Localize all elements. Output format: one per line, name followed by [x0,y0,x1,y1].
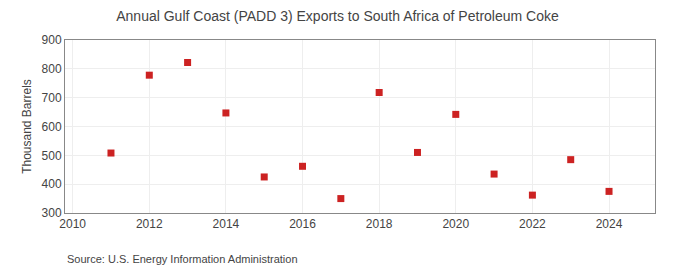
svg-text:800: 800 [42,62,62,76]
svg-text:Thousand Barrels: Thousand Barrels [20,79,34,174]
svg-text:400: 400 [42,177,62,191]
svg-text:500: 500 [42,149,62,163]
svg-text:300: 300 [42,206,62,220]
svg-text:2020: 2020 [442,217,469,231]
svg-text:900: 900 [42,33,62,47]
svg-text:2016: 2016 [289,217,316,231]
svg-text:2018: 2018 [366,217,393,231]
svg-text:2010: 2010 [59,217,86,231]
svg-text:Source: U.S. Energy Informatio: Source: U.S. Energy Information Administ… [67,253,298,265]
svg-text:Annual Gulf Coast (PADD 3) Exp: Annual Gulf Coast (PADD 3) Exports to So… [116,8,559,24]
svg-text:2014: 2014 [213,217,240,231]
svg-text:700: 700 [42,91,62,105]
svg-text:2024: 2024 [596,217,623,231]
svg-text:2012: 2012 [136,217,163,231]
svg-text:600: 600 [42,120,62,134]
svg-text:2022: 2022 [519,217,546,231]
